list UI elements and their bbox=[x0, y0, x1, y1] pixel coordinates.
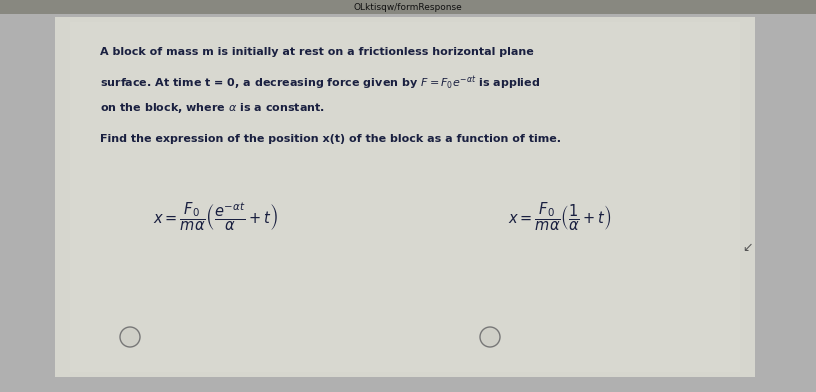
Text: on the block, where $\alpha$ is a constant.: on the block, where $\alpha$ is a consta… bbox=[100, 101, 325, 115]
Circle shape bbox=[120, 327, 140, 347]
Bar bbox=[70, 22, 740, 372]
Circle shape bbox=[480, 327, 500, 347]
Bar bbox=[0, 0, 816, 14]
Text: A block of mass m is initially at rest on a frictionless horizontal plane: A block of mass m is initially at rest o… bbox=[100, 47, 534, 57]
Text: surface. At time t = 0, a decreasing force given by $F = F_0e^{-\alpha t}$ is ap: surface. At time t = 0, a decreasing for… bbox=[100, 74, 540, 92]
Text: $x = \dfrac{F_0}{m\alpha}\left(\dfrac{1}{\alpha} + t\right)$: $x = \dfrac{F_0}{m\alpha}\left(\dfrac{1}… bbox=[508, 201, 612, 233]
Text: Find the expression of the position x(t) of the block as a function of time.: Find the expression of the position x(t)… bbox=[100, 134, 561, 144]
Text: ↙: ↙ bbox=[743, 241, 753, 254]
Bar bbox=[55, 17, 755, 377]
Text: OLktisqw/formResponse: OLktisqw/formResponse bbox=[353, 2, 463, 11]
Text: $x = \dfrac{F_0}{m\alpha}\left(\dfrac{e^{-\alpha t}}{\alpha} + t\right)$: $x = \dfrac{F_0}{m\alpha}\left(\dfrac{e^… bbox=[153, 201, 277, 233]
